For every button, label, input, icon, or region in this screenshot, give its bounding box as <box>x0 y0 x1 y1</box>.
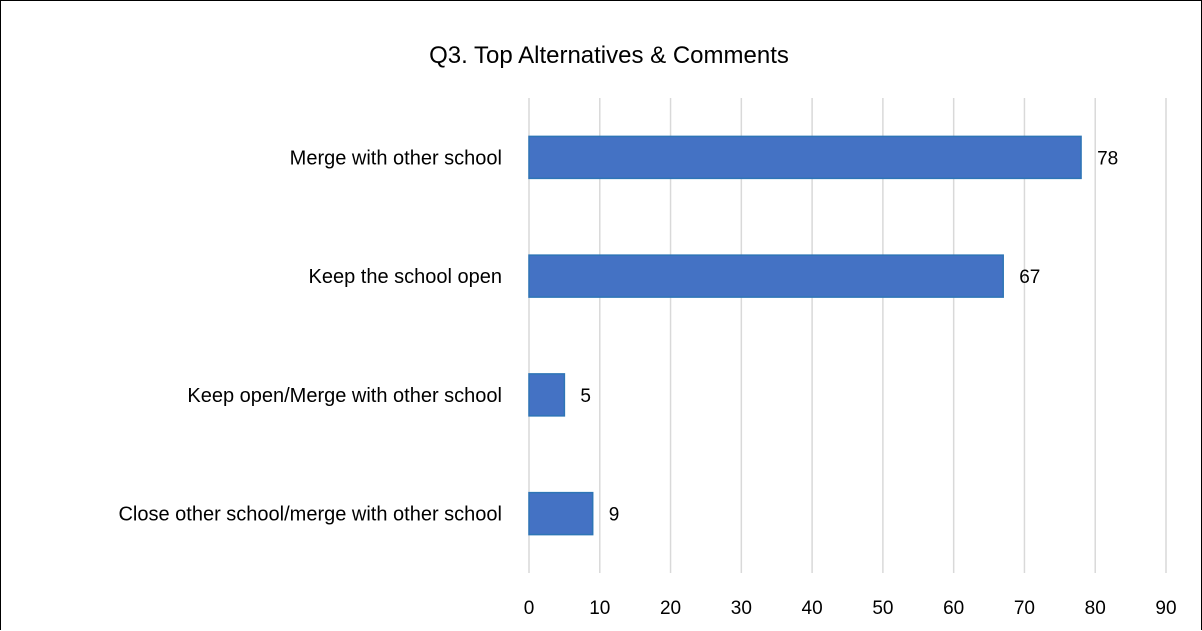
x-tick-label: 30 <box>731 598 752 619</box>
x-tick-label: 0 <box>524 598 535 619</box>
bars <box>528 135 1082 536</box>
data-label: 5 <box>580 386 591 407</box>
x-tick-label: 10 <box>589 598 610 619</box>
data-label: 67 <box>1019 267 1040 288</box>
bar <box>528 373 566 417</box>
category-labels: Merge with other school Keep the school o… <box>118 147 502 525</box>
x-axis-ticks: 0 10 20 30 40 50 60 70 80 90 <box>524 598 1177 619</box>
bar <box>528 254 1004 298</box>
x-tick-label: 60 <box>943 598 964 619</box>
chart-title: Q3. Top Alternatives & Comments <box>429 42 789 69</box>
bar <box>528 135 1082 180</box>
data-label: 9 <box>609 505 620 526</box>
x-tick-label: 80 <box>1085 598 1106 619</box>
category-label: Close other school/merge with other scho… <box>118 504 502 526</box>
category-label: Merge with other school <box>290 147 502 169</box>
category-label: Keep the school open <box>309 266 503 288</box>
data-labels: 78 67 5 9 <box>580 148 1118 525</box>
x-tick-label: 50 <box>872 598 893 619</box>
x-tick-label: 90 <box>1155 598 1176 619</box>
bar <box>528 491 594 536</box>
category-label: Keep open/Merge with other school <box>187 385 502 407</box>
x-tick-label: 20 <box>660 598 681 619</box>
x-tick-label: 40 <box>802 598 823 619</box>
x-tick-label: 70 <box>1014 598 1035 619</box>
data-label: 78 <box>1097 148 1118 169</box>
